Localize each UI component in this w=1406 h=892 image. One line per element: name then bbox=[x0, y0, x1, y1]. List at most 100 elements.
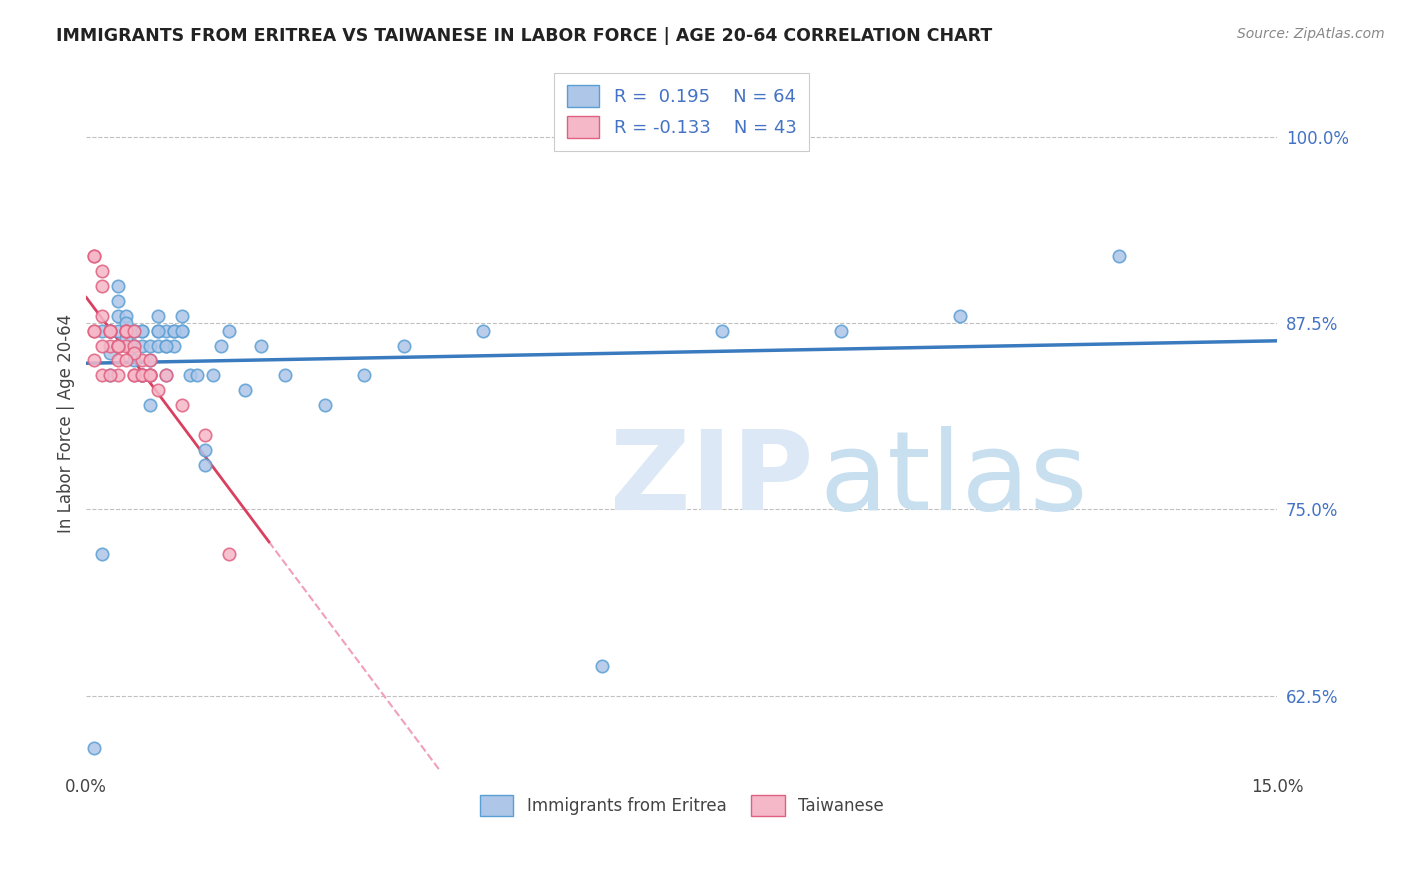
Point bbox=[949, 309, 972, 323]
Point bbox=[139, 353, 162, 368]
Point bbox=[115, 324, 138, 338]
Point bbox=[98, 338, 121, 352]
Point bbox=[107, 309, 129, 323]
Point bbox=[122, 338, 145, 352]
Point bbox=[274, 368, 297, 383]
Point bbox=[163, 338, 186, 352]
Point bbox=[139, 353, 162, 368]
Point bbox=[115, 353, 138, 368]
Point bbox=[91, 324, 114, 338]
Point bbox=[122, 368, 145, 383]
Point bbox=[186, 368, 208, 383]
Text: ZIP: ZIP bbox=[610, 425, 814, 533]
Point bbox=[155, 338, 177, 352]
Point bbox=[131, 353, 153, 368]
Point bbox=[98, 324, 121, 338]
Point bbox=[122, 338, 145, 352]
Point bbox=[146, 324, 169, 338]
Point bbox=[155, 368, 177, 383]
Point bbox=[163, 324, 186, 338]
Point bbox=[98, 324, 121, 338]
Point bbox=[91, 547, 114, 561]
Point bbox=[209, 338, 232, 352]
Point bbox=[122, 368, 145, 383]
Point bbox=[139, 368, 162, 383]
Point bbox=[131, 368, 153, 383]
Point bbox=[115, 324, 138, 338]
Point bbox=[170, 309, 193, 323]
Point bbox=[146, 383, 169, 397]
Point bbox=[131, 368, 153, 383]
Point bbox=[131, 368, 153, 383]
Point bbox=[146, 338, 169, 352]
Point bbox=[163, 324, 186, 338]
Point bbox=[179, 368, 201, 383]
Point bbox=[83, 353, 105, 368]
Point bbox=[131, 368, 153, 383]
Point bbox=[353, 368, 375, 383]
Point bbox=[115, 338, 138, 352]
Point bbox=[830, 324, 852, 338]
Point bbox=[83, 740, 105, 755]
Point bbox=[131, 368, 153, 383]
Point bbox=[122, 353, 145, 368]
Point bbox=[155, 324, 177, 338]
Point bbox=[98, 324, 121, 338]
Point bbox=[107, 368, 129, 383]
Point bbox=[392, 338, 415, 352]
Point bbox=[91, 264, 114, 278]
Point bbox=[139, 368, 162, 383]
Point bbox=[131, 324, 153, 338]
Point bbox=[1108, 249, 1130, 263]
Point bbox=[107, 293, 129, 308]
Point bbox=[115, 316, 138, 330]
Point bbox=[710, 324, 733, 338]
Point bbox=[115, 309, 138, 323]
Point bbox=[98, 324, 121, 338]
Point bbox=[170, 324, 193, 338]
Legend: Immigrants from Eritrea, Taiwanese: Immigrants from Eritrea, Taiwanese bbox=[471, 787, 893, 824]
Point bbox=[194, 442, 217, 457]
Point bbox=[98, 346, 121, 360]
Point bbox=[107, 338, 129, 352]
Point bbox=[139, 368, 162, 383]
Point bbox=[194, 458, 217, 472]
Text: atlas: atlas bbox=[818, 425, 1087, 533]
Point bbox=[107, 324, 129, 338]
Point bbox=[472, 324, 495, 338]
Point bbox=[115, 331, 138, 345]
Point bbox=[314, 398, 336, 412]
Point bbox=[131, 324, 153, 338]
Point bbox=[107, 338, 129, 352]
Point bbox=[98, 368, 121, 383]
Point bbox=[91, 338, 114, 352]
Point bbox=[107, 353, 129, 368]
Point bbox=[115, 324, 138, 338]
Point bbox=[107, 338, 129, 352]
Point bbox=[107, 279, 129, 293]
Point bbox=[107, 338, 129, 352]
Point bbox=[122, 346, 145, 360]
Point bbox=[98, 368, 121, 383]
Point bbox=[91, 279, 114, 293]
Point bbox=[83, 249, 105, 263]
Point bbox=[146, 309, 169, 323]
Point bbox=[139, 338, 162, 352]
Point bbox=[170, 324, 193, 338]
Point bbox=[202, 368, 225, 383]
Point bbox=[91, 368, 114, 383]
Point bbox=[218, 324, 240, 338]
Point bbox=[233, 383, 256, 397]
Point bbox=[592, 658, 614, 673]
Text: IMMIGRANTS FROM ERITREA VS TAIWANESE IN LABOR FORCE | AGE 20-64 CORRELATION CHAR: IMMIGRANTS FROM ERITREA VS TAIWANESE IN … bbox=[56, 27, 993, 45]
Point bbox=[122, 324, 145, 338]
Point bbox=[146, 324, 169, 338]
Point bbox=[194, 428, 217, 442]
Text: Source: ZipAtlas.com: Source: ZipAtlas.com bbox=[1237, 27, 1385, 41]
Point bbox=[115, 324, 138, 338]
Point bbox=[250, 338, 273, 352]
Point bbox=[122, 324, 145, 338]
Point bbox=[91, 309, 114, 323]
Point bbox=[131, 338, 153, 352]
Y-axis label: In Labor Force | Age 20-64: In Labor Force | Age 20-64 bbox=[58, 314, 75, 533]
